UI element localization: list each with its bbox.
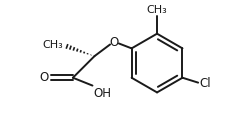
Text: CH₃: CH₃: [42, 40, 63, 50]
Text: OH: OH: [93, 87, 111, 100]
Text: Cl: Cl: [198, 77, 210, 90]
Text: O: O: [39, 71, 48, 84]
Text: CH₃: CH₃: [146, 5, 167, 15]
Text: O: O: [109, 36, 118, 49]
